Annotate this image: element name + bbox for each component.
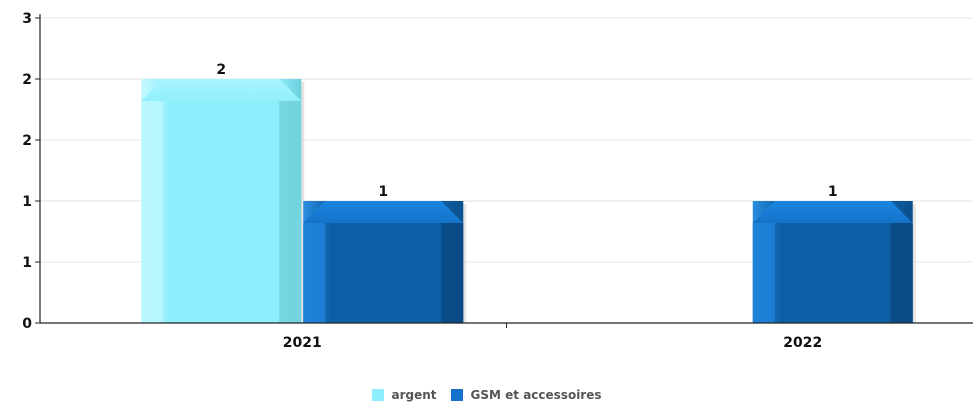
data-label: 1 <box>378 184 388 200</box>
y-tick-label: 2 <box>22 72 32 88</box>
bar-chart: 0 1 1 2 2 3 2 1 2021 1 2022 <box>22 11 973 351</box>
data-label: 1 <box>828 184 838 200</box>
bar-side-bevel <box>279 101 302 323</box>
x-tick-label: 2022 <box>783 335 822 351</box>
legend: argent GSM et accessoires <box>0 388 973 402</box>
data-label: 2 <box>216 62 226 78</box>
y-tick-label: 0 <box>22 316 32 332</box>
bar-top-bevel <box>752 201 913 223</box>
axes <box>35 14 973 328</box>
legend-swatch-argent <box>371 389 384 401</box>
legend-item-gsm[interactable]: GSM et accessoires <box>450 388 602 402</box>
bar-highlight <box>752 223 775 323</box>
legend-label-gsm: GSM et accessoires <box>470 388 602 402</box>
bar-side-bevel <box>890 223 913 323</box>
y-tick-label: 1 <box>22 194 32 210</box>
legend-swatch-gsm <box>450 389 463 401</box>
bar-top-bevel <box>141 79 302 101</box>
legend-label-argent: argent <box>391 388 437 402</box>
bar-argent-2021 <box>141 79 305 323</box>
x-tick-label: 2021 <box>283 335 322 351</box>
bar-gsm-et-accessoires-2022 <box>752 201 916 323</box>
bar-highlight <box>303 223 326 323</box>
bar-front <box>141 79 302 323</box>
y-tick-label: 3 <box>22 11 32 27</box>
bar-top-bevel <box>303 201 464 223</box>
bar-gsm-et-accessoires-2021 <box>303 201 467 323</box>
labels: 0 1 1 2 2 3 2 1 2021 1 2022 <box>22 11 837 351</box>
bar-highlight <box>141 101 164 323</box>
legend-item-argent[interactable]: argent <box>371 388 437 402</box>
bars <box>141 79 916 323</box>
bar-side-bevel <box>441 223 464 323</box>
y-tick-label: 1 <box>22 255 32 271</box>
y-tick-label: 2 <box>22 133 32 149</box>
